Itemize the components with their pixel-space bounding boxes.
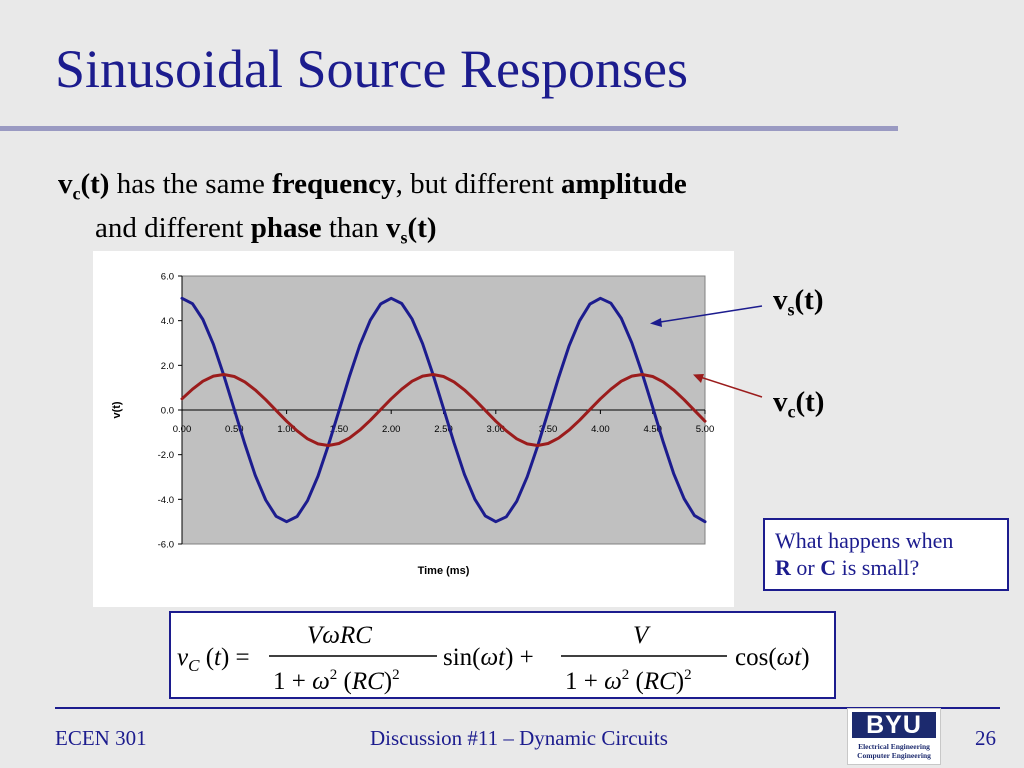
x-tick-label: 3.50 [539, 424, 558, 435]
x-tick-label: 0.50 [225, 424, 244, 435]
x-tick-label: 5.00 [696, 424, 715, 435]
y-tick-label: -6.0 [158, 540, 174, 551]
x-axis-label: Time (ms) [418, 565, 470, 577]
line-chart: 6.04.02.00.0-2.0-4.0-6.00.00 0.50 1.00 1.50… [111, 272, 715, 578]
x-tick-label: 2.00 [382, 424, 401, 435]
y-tick-label: -4.0 [158, 495, 174, 506]
formula-num2: V [633, 622, 651, 649]
bullet-text: vc(t) has the same frequency, but differ… [58, 168, 687, 248]
formula-num1: VωRC [307, 622, 372, 649]
footer-rule [55, 707, 1000, 709]
bullet-phase: phase [250, 212, 322, 244]
slide-title: Sinusoidal Source Responses [55, 39, 688, 99]
series-line-vs [180, 296, 707, 524]
y-tick-label: -2.0 [158, 450, 174, 461]
formula: vC (t) = VωRC 1 + ω2 (RC)2 sin(ωt) + V 1… [177, 622, 810, 695]
page-number: 26 [975, 726, 996, 750]
question-box: What happens when R or C is small? [763, 518, 1009, 591]
formula-box: vC (t) = VωRC 1 + ω2 (RC)2 sin(ωt) + V 1… [169, 611, 836, 699]
formula-den2: 1 + ω2 (RC)2 [565, 667, 692, 695]
y-tick-label: 2.0 [161, 361, 174, 372]
title-rule [0, 126, 898, 131]
y-tick-label: 4.0 [161, 316, 174, 327]
byu-logo: BYU Electrical Engineering Computer Engin… [847, 708, 941, 765]
bullet-amplitude: amplitude [561, 168, 687, 200]
x-tick-label: 4.00 [591, 424, 610, 435]
bullet-vs: vs(t) [386, 212, 437, 248]
logo-text: BYU [852, 712, 936, 738]
vc-arrowhead [693, 374, 704, 383]
x-tick-label: 1.50 [330, 424, 349, 435]
x-tick-label: 4.50 [643, 424, 662, 435]
x-tick-label: 1.00 [277, 424, 296, 435]
vs-arrow [653, 305, 763, 324]
x-tick-label: 3.00 [487, 424, 506, 435]
series-line-vc [180, 373, 707, 447]
footer-title: Discussion #11 – Dynamic Circuits [370, 726, 668, 750]
label-vs: vs(t) [773, 284, 824, 320]
label-vc: vc(t) [773, 386, 825, 422]
y-tick-label: 6.0 [161, 272, 174, 283]
chart-container: 6.0 4.0 2.0 0.0 -2.0 -4.0 -6.0 0.00 0.50 1.00 1.50… [93, 251, 734, 607]
formula-den1: 1 + ω2 (RC)2 [273, 667, 400, 695]
formula-lhs: vC (t) = [177, 644, 250, 675]
vs-arrowhead [650, 318, 662, 327]
vc-arrow [696, 375, 763, 398]
footer-course: ECEN 301 [55, 726, 147, 750]
question-line1: What happens when [775, 528, 954, 553]
bullet-frequency: frequency [272, 168, 396, 200]
y-tick-label: 0.0 [161, 406, 174, 417]
bullet-vc: vc(t) [58, 168, 110, 204]
formula-sin: sin(ωt) + [443, 644, 534, 671]
x-tick-label: 2.50 [434, 424, 453, 435]
formula-cos: cos(ωt) [735, 644, 810, 671]
y-axis-label: v(t) [111, 401, 123, 418]
